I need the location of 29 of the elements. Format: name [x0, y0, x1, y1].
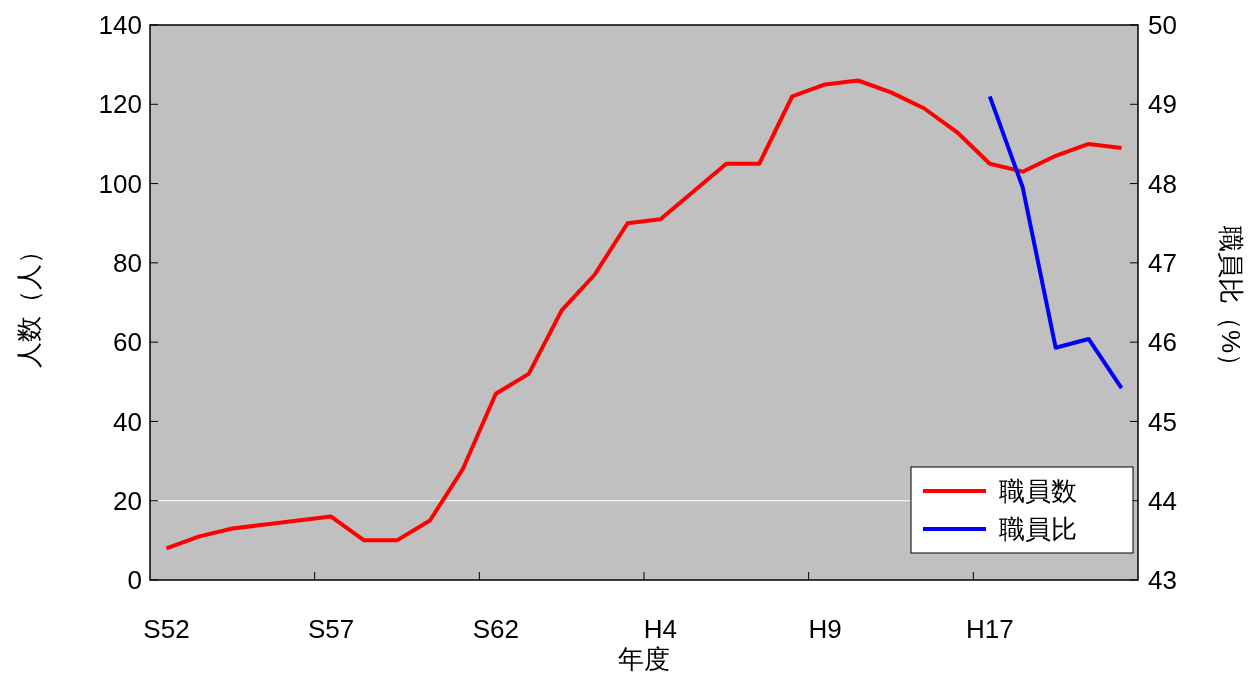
- y2-axis-title: 職員比（%）: [1216, 225, 1246, 380]
- y-tick-label: 20: [113, 485, 142, 516]
- y-tick-label: 120: [98, 89, 142, 120]
- y-axis-title: 人数（人）: [14, 237, 44, 368]
- y2-tick-label: 48: [1148, 168, 1177, 199]
- y-tick-label: 60: [113, 327, 142, 358]
- legend-label: 職員数: [999, 476, 1077, 507]
- y2-tick-label: 47: [1148, 247, 1177, 278]
- y2-tick-label: 45: [1148, 406, 1177, 437]
- y-tick-label: 40: [113, 406, 142, 437]
- x-axis-title: 年度: [618, 644, 670, 674]
- x-tick-label: S62: [472, 614, 519, 644]
- line-series: [164, 78, 1124, 551]
- x-tick-label: S52: [143, 614, 190, 644]
- x-tick-label: S57: [308, 614, 355, 644]
- line-series: [987, 94, 1124, 391]
- legend-label: 職員比: [999, 514, 1077, 545]
- y2-tick-label: 43: [1148, 565, 1177, 596]
- y2-tick-label: 44: [1148, 485, 1177, 516]
- x-tick-label: H17: [965, 614, 1014, 644]
- y-tick-label: 100: [98, 168, 142, 199]
- x-tick-label: H4: [643, 614, 678, 644]
- y-tick-label: 140: [98, 10, 142, 41]
- y2-tick-label: 49: [1148, 89, 1177, 120]
- y-tick-label: 80: [113, 247, 142, 278]
- y-tick-label: 0: [127, 565, 142, 596]
- y2-tick-label: 50: [1148, 10, 1177, 41]
- x-tick-label: H9: [808, 614, 842, 644]
- y2-tick-label: 46: [1148, 327, 1177, 358]
